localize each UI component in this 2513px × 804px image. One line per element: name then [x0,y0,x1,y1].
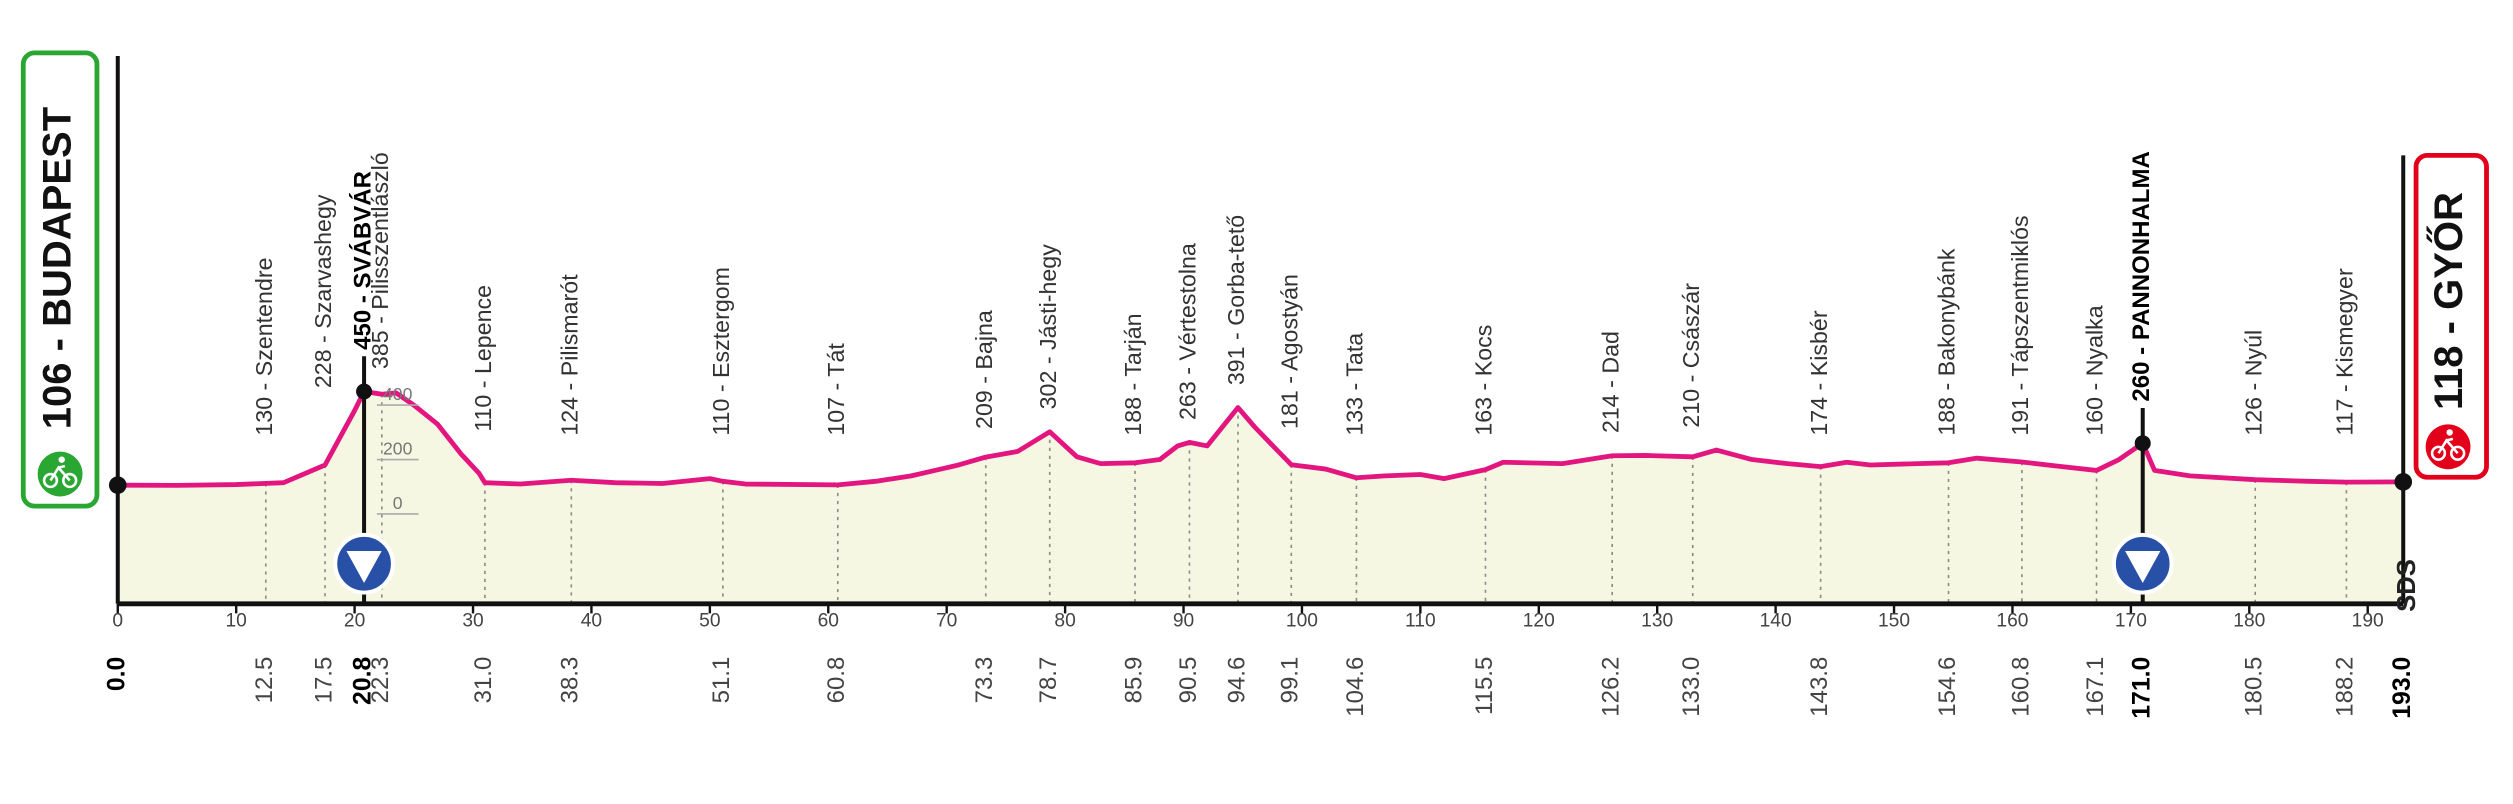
waypoint-name: 260 - PANNONHALMA [2128,151,2155,401]
x-tick-label: 60 [818,610,839,631]
waypoint-name: 163 - Kocs [1471,325,1497,436]
waypoint-name: 209 - Bajna [971,310,997,429]
waypoint-name: 302 - Jásti-hegy [1035,244,1061,410]
waypoint-km: 188.2 [2332,657,2359,717]
waypoint-name: 124 - Pilismarót [556,274,582,436]
finish-dot [2394,473,2413,491]
waypoint-name: 130 - Szentendre [251,257,277,435]
x-tick-label: 90 [1173,610,1194,631]
finish-box [2413,152,2489,480]
waypoint-km: 94.6 [1223,657,1250,704]
waypoint-km: 20.8 [350,656,377,704]
x-tick-label: 30 [462,610,483,631]
start-box [20,50,100,509]
x-tick-label: 10 [225,610,246,631]
waypoint-km: 38.3 [557,657,584,704]
waypoint-name: 160 - Nyalka [2082,305,2108,435]
waypoint-km: 99.1 [1277,657,1304,704]
finish-label: 118 - GYŐR [2425,192,2471,410]
profile-area [117,391,2404,604]
waypoint-km: 133.0 [1678,657,1705,717]
x-tick-label: 170 [2115,610,2147,631]
sprint-arrow [2125,550,2161,583]
waypoint-km: 143.8 [1806,657,1833,717]
waypoint-km: 51.1 [708,657,735,704]
finish-icon [2425,424,2471,470]
x-tick-label: 130 [1641,610,1673,631]
x-tick-label: 140 [1760,610,1792,631]
sprint-arrow [346,550,382,583]
x-tick-label: 40 [581,610,602,631]
finish-km: 193.0 [2389,657,2416,719]
waypoint-name: 191 - Tápszentmiklós [2007,215,2033,435]
waypoint-name: 391 - Gorba-tető [1223,215,1249,385]
y-tick-label: 200 [383,439,413,459]
waypoint-km: 160.8 [2007,657,2034,717]
x-tick-label: 190 [2352,610,2384,631]
waypoint-name: 110 - Lepence [470,285,496,432]
sprint-dot [356,383,373,400]
logo: SDS [2393,559,2421,612]
profile-line [117,389,2404,488]
start-label: 106 - BUDAPEST [36,106,80,429]
profile-group: 0 200 400 0 10 20 30 40 50 60 70 80 90 100 110 120 130 14… [20,50,2489,719]
waypoint-name: 188 - Bakonybánk [1934,248,1960,436]
waypoint-name: 133 - Tata [1342,333,1368,436]
waypoint-name: 174 - Kisbér [1806,310,1832,435]
x-tick-label: 110 [1405,610,1436,631]
x-tick-label: 20 [344,610,365,631]
waypoint-km: 12.5 [251,657,278,704]
waypoint-km: 104.6 [1342,657,1369,717]
waypoint-name: 214 - Dad [1597,331,1623,433]
waypoint-km: 31.0 [470,657,497,704]
waypoint-name: 450 - SVÁBVÁR [348,171,376,350]
waypoint-name: 110 - Esztergom [708,267,734,436]
x-tick-label: 0 [112,610,123,631]
sprint-dot [2134,435,2151,452]
waypoint-name: 228 - Szarvashegy [310,194,336,388]
waypoint-name: 181 - Agostyán [1276,274,1302,429]
waypoint-km: 126.2 [1598,657,1625,717]
x-tick-label: 100 [1286,610,1318,631]
waypoint-km: 115.5 [1471,657,1498,715]
waypoint-name: 210 - Császár [1678,283,1704,428]
waypoint-km: 90.5 [1175,657,1202,704]
x-tick-label: 50 [699,610,720,631]
x-tick-label: 80 [1054,610,1075,631]
waypoint-name: 188 - Tarján [1120,313,1146,435]
waypoint-km: 85.9 [1120,657,1147,704]
start-km: 0.0 [103,657,130,692]
start-icon [37,451,83,497]
waypoint-km: 154.6 [1934,657,1961,717]
waypoint-name: 385 - Pilisszentlászló [367,152,393,369]
waypoint-km: 180.5 [2241,657,2268,717]
x-tick-label: 120 [1523,610,1555,631]
waypoint-km: 22.3 [367,657,394,704]
x-tick-label: 150 [1878,610,1910,631]
start-dot [108,476,127,494]
y-tick-label: 400 [383,384,413,404]
y-tick-label: 0 [393,493,403,513]
waypoint-name: 117 - Kismegyer [2332,268,2358,436]
waypoint-km: 78.7 [1035,657,1062,704]
waypoint-km: 17.5 [310,657,337,704]
waypoint-name: 126 - Nyúl [2240,330,2266,436]
x-tick-label: 180 [2233,610,2265,631]
waypoint-km: 73.3 [971,657,998,704]
waypoint-km: 167.1 [2082,657,2109,717]
waypoint-name: 107 - Tát [823,343,849,436]
waypoint-km: 171.0 [2128,657,2155,719]
waypoint-km: 60.8 [823,657,850,704]
x-tick-label: 160 [1996,610,2028,631]
x-tick-label: 70 [936,610,957,631]
waypoint-name: 263 - Vértestolna [1175,243,1201,420]
